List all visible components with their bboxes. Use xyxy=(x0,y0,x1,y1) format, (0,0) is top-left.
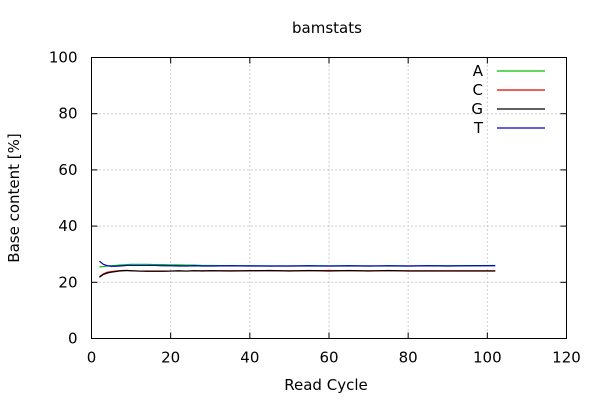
y-axis-label: Base content [%] xyxy=(5,133,23,262)
x-tick-label: 60 xyxy=(319,349,338,367)
data-series xyxy=(99,260,496,278)
y-tick-label: 40 xyxy=(58,217,77,235)
axis-ticks: 0 20 40 60 80 100 120 0 20 40 60 80 100 xyxy=(49,49,581,367)
legend-label-g: G xyxy=(471,100,483,118)
x-tick-label: 0 xyxy=(87,349,97,367)
chart-title: bamstats xyxy=(292,19,362,37)
y-tick-label: 80 xyxy=(58,105,77,123)
series-line-t xyxy=(99,260,496,267)
legend-label-a: A xyxy=(473,62,484,80)
y-tick-label: 0 xyxy=(68,330,78,348)
x-tick-label: 100 xyxy=(473,349,502,367)
x-tick-label: 120 xyxy=(552,349,581,367)
x-tick-label: 80 xyxy=(399,349,418,367)
legend-label-t: T xyxy=(473,119,484,137)
grid-lines xyxy=(91,57,567,339)
legend-label-c: C xyxy=(473,81,483,99)
x-tick-label: 40 xyxy=(240,349,259,367)
x-tick-label: 20 xyxy=(161,349,180,367)
y-tick-label: 60 xyxy=(58,161,77,179)
x-axis-label: Read Cycle xyxy=(284,376,367,394)
y-tick-label: 20 xyxy=(58,273,77,291)
y-tick-label: 100 xyxy=(49,49,78,67)
series-line-g xyxy=(99,269,496,278)
